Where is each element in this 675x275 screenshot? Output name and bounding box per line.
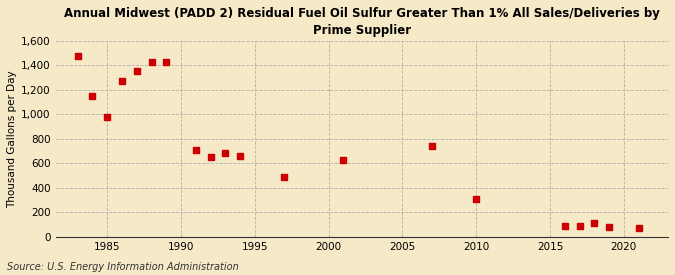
Point [235,154,246,158]
Point [220,151,231,156]
Point [132,69,142,74]
Point [190,148,201,152]
Point [603,225,614,229]
Point [205,155,216,159]
Point [633,225,644,230]
Point [146,59,157,64]
Text: Source: U.S. Energy Information Administration: Source: U.S. Energy Information Administ… [7,262,238,272]
Point [161,59,171,64]
Point [87,94,98,98]
Point [470,197,481,202]
Point [427,144,437,148]
Point [574,224,585,229]
Point [560,224,570,229]
Point [589,221,599,225]
Point [117,78,128,83]
Point [279,175,290,179]
Y-axis label: Thousand Gallons per Day: Thousand Gallons per Day [7,70,17,208]
Point [338,158,349,163]
Point [102,115,113,120]
Point [72,54,83,58]
Title: Annual Midwest (PADD 2) Residual Fuel Oil Sulfur Greater Than 1% All Sales/Deliv: Annual Midwest (PADD 2) Residual Fuel Oi… [64,7,659,37]
